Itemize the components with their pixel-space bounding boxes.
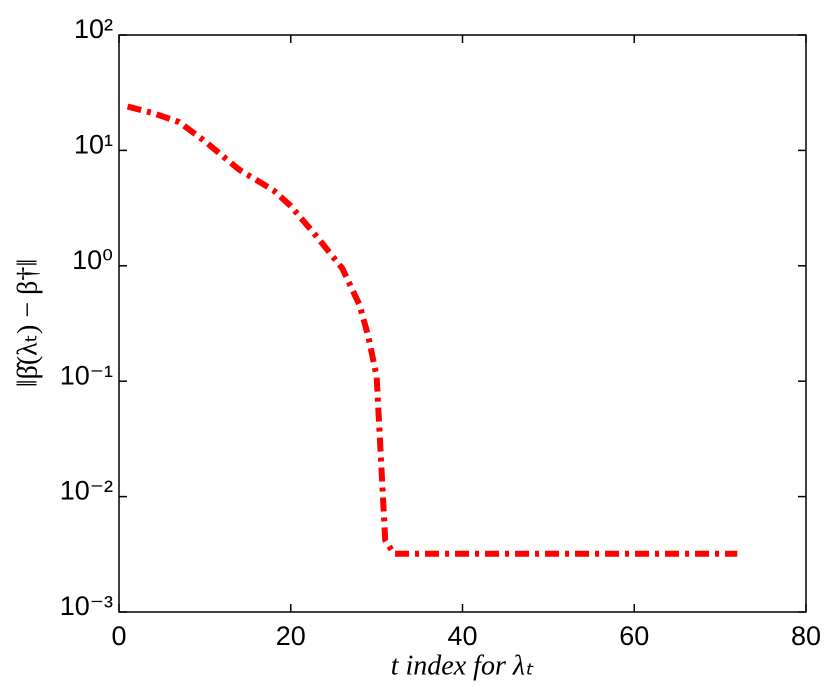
y-tick-label: 10⁰: [72, 245, 113, 275]
y-axis-label: ‖β̂(λₜ) − β†‖: [12, 259, 43, 388]
x-tick-label: 40: [447, 621, 477, 651]
y-tick-label: 10⁻³: [60, 591, 113, 621]
y-tick-label: 10⁻²: [60, 476, 113, 506]
x-tick-label: 60: [619, 621, 649, 651]
x-tick-label: 80: [791, 621, 821, 651]
x-tick-label: 20: [276, 621, 306, 651]
plot-frame: [118, 34, 807, 613]
y-tick-label: 10¹: [74, 130, 113, 160]
y-tick-label: 10²: [74, 14, 113, 44]
y-tick-label: 10⁻¹: [60, 360, 113, 390]
x-axis-label: t index for λₜ: [391, 650, 534, 681]
x-tick-label: 0: [111, 621, 126, 651]
data-line: [126, 103, 738, 557]
